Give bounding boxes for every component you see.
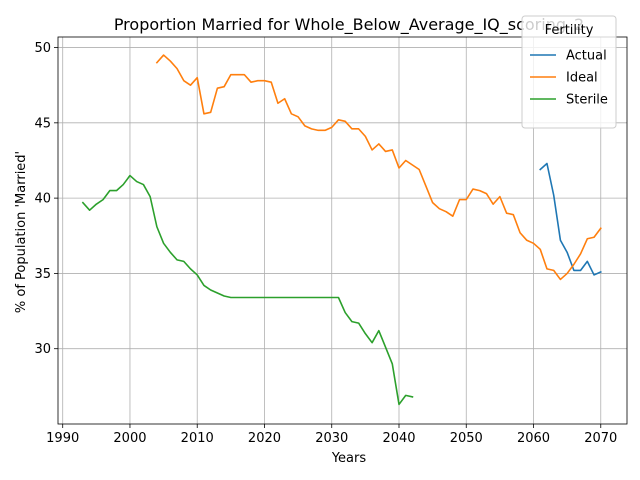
chart-title: Proportion Married for Whole_Below_Avera… xyxy=(114,15,584,35)
legend: Fertility Actual Ideal Sterile xyxy=(522,16,616,128)
y-tick-label: 50 xyxy=(34,41,51,56)
x-axis-label: Years xyxy=(331,451,367,466)
y-tick-label: 40 xyxy=(34,192,51,207)
x-tick-label: 2030 xyxy=(315,431,348,446)
legend-title: Fertility xyxy=(545,23,594,38)
y-tick-label: 30 xyxy=(34,342,51,357)
x-tick-label: 2040 xyxy=(382,431,415,446)
x-tick-label: 1990 xyxy=(46,431,79,446)
y-tick-label: 45 xyxy=(34,116,51,131)
x-tick-label: 2010 xyxy=(181,431,214,446)
x-tick-label: 2000 xyxy=(113,431,146,446)
y-axis-label: % of Population 'Married' xyxy=(14,151,29,313)
x-tick-label: 2020 xyxy=(248,431,281,446)
x-tick-label: 2060 xyxy=(517,431,550,446)
legend-label-sterile: Sterile xyxy=(566,93,608,108)
x-tick-label: 2070 xyxy=(584,431,617,446)
y-tick-label: 35 xyxy=(34,267,51,282)
legend-label-actual: Actual xyxy=(566,49,607,64)
x-tick-label: 2050 xyxy=(450,431,483,446)
legend-label-ideal: Ideal xyxy=(566,71,598,86)
